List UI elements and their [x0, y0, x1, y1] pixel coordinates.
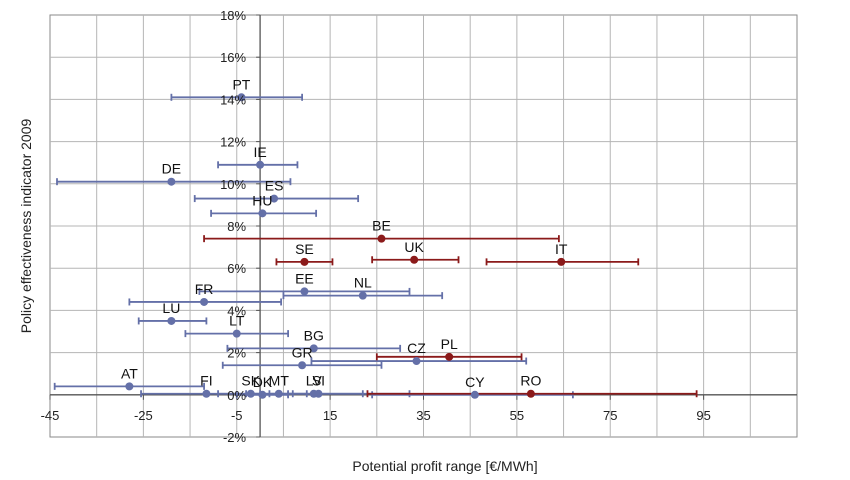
point-label: LU [162, 300, 180, 316]
point-label: FR [195, 281, 214, 297]
point-label: EE [295, 270, 314, 286]
y-tick-label: 18% [220, 8, 246, 23]
point-label: LT [229, 313, 245, 329]
point-label: DK [253, 374, 273, 390]
point-label: BE [372, 218, 391, 234]
y-tick-label: 2% [227, 346, 246, 361]
point-label: ES [265, 178, 284, 194]
point-label: IE [253, 144, 266, 160]
point-label: UK [404, 239, 424, 255]
point-label: FI [200, 373, 212, 389]
point-label: HU [252, 192, 272, 208]
data-point [300, 287, 309, 296]
data-point [298, 361, 307, 370]
data-point [258, 209, 267, 218]
data-point [314, 389, 323, 398]
point-label: DE [162, 161, 181, 177]
data-point [526, 389, 535, 398]
data-point [377, 234, 386, 243]
data-point [125, 382, 134, 391]
grid [50, 15, 797, 437]
point-label: PT [232, 76, 250, 92]
point-label: NL [354, 275, 372, 291]
x-tick-label: 15 [323, 408, 337, 423]
data-point [300, 257, 309, 266]
data-point [258, 390, 267, 399]
data-point [237, 93, 246, 102]
x-tick-label: -5 [231, 408, 243, 423]
x-tick-label: 75 [603, 408, 617, 423]
point-label: CY [465, 374, 485, 390]
y-tick-label: 10% [220, 177, 246, 192]
point-label: CZ [407, 340, 426, 356]
data-points [125, 93, 566, 399]
data-point [232, 329, 241, 338]
point-label: SK [241, 373, 260, 389]
y-tick-label: 4% [227, 303, 246, 318]
data-point [167, 177, 176, 186]
point-label: RO [520, 373, 541, 389]
point-label: BG [304, 327, 324, 343]
y-axis-title: Policy effectiveness indicator 2009 [18, 119, 34, 334]
x-axis-title: Potential profit range [€/MWh] [352, 458, 537, 474]
y-tick-label: 14% [220, 92, 246, 107]
y-tick-label: 12% [220, 135, 246, 150]
y-tick-label: 16% [220, 50, 246, 65]
data-point [410, 255, 419, 264]
data-point [167, 316, 176, 325]
point-label: GR [292, 344, 313, 360]
point-label: PL [441, 336, 458, 352]
data-point [445, 352, 454, 361]
data-point [202, 389, 211, 398]
point-label: LV [306, 373, 323, 389]
data-point [412, 357, 421, 366]
data-point [270, 194, 279, 203]
point-label: AT [121, 365, 138, 381]
y-tick-label: 0% [227, 388, 246, 403]
data-point [557, 257, 566, 266]
x-tick-label: 35 [416, 408, 430, 423]
data-point [274, 389, 283, 398]
tick-labels: -45 -25 -5 15 35 55 75 95 -2% 0% 2% 4% 6% 8% 10% 12% 14%… [41, 8, 711, 445]
data-point [200, 297, 209, 306]
point-label: MT [269, 373, 290, 389]
y-tick-label: -2% [223, 430, 247, 445]
y-tick-label: 6% [227, 261, 246, 276]
data-point [309, 344, 318, 353]
y-tick-label: 8% [227, 219, 246, 234]
x-tick-label: -45 [41, 408, 60, 423]
x-tick-label: 55 [510, 408, 524, 423]
x-tick-label: -25 [134, 408, 153, 423]
point-label: IT [555, 241, 568, 257]
data-point [256, 160, 265, 169]
data-point [358, 291, 367, 300]
x-tick-label: 95 [696, 408, 710, 423]
data-point [470, 390, 479, 399]
point-label: SI [312, 373, 325, 389]
point-label: SE [295, 241, 314, 257]
data-point [246, 389, 255, 398]
